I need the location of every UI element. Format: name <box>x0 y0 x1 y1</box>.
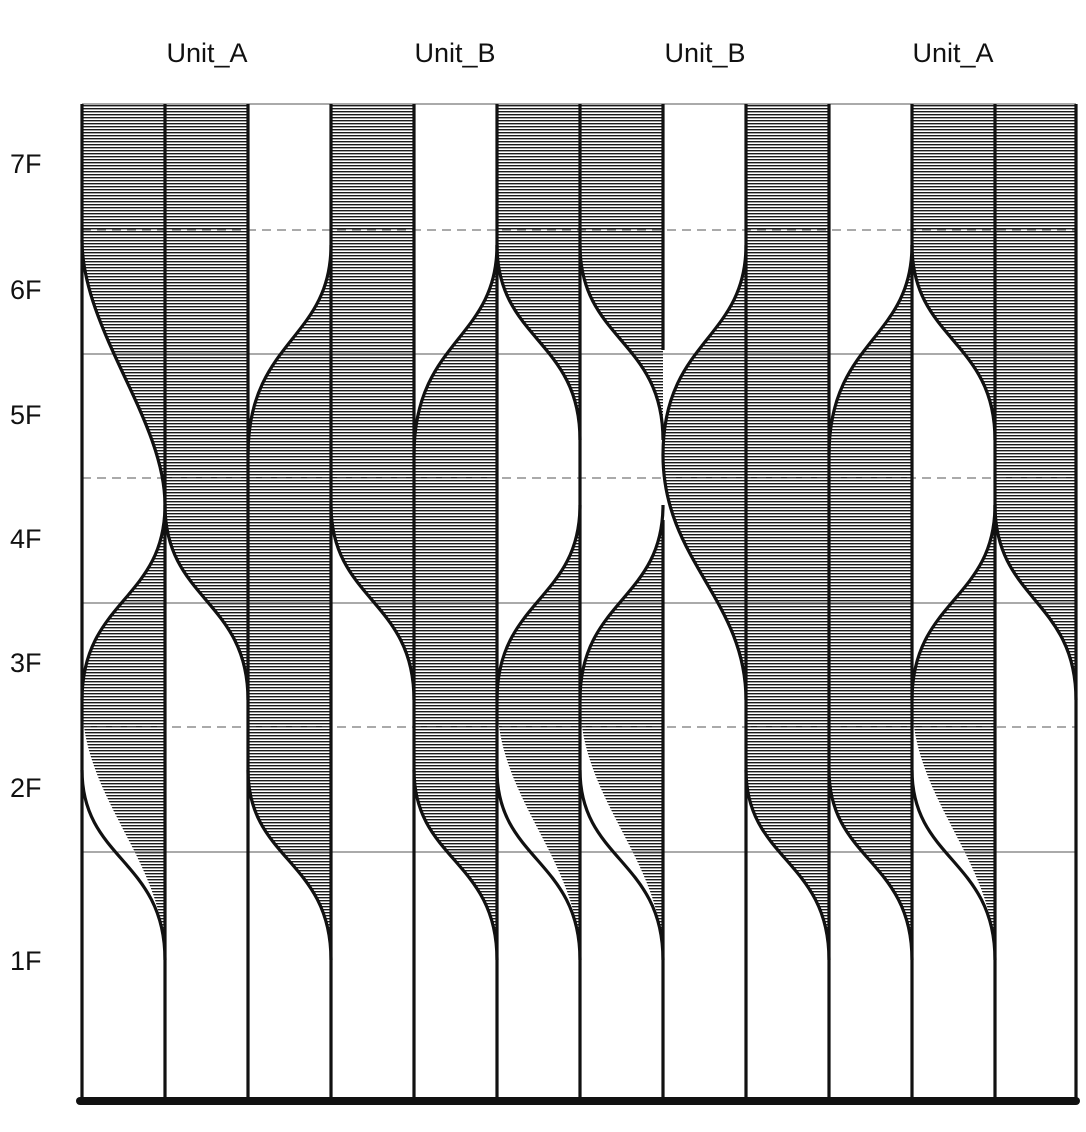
floor-label-3f: 3F <box>10 648 42 678</box>
fill-lane3-top <box>331 104 414 700</box>
curve-lane10-c <box>910 769 997 961</box>
curve-lane0-lens-b <box>80 769 167 961</box>
fill-lane5-top <box>497 104 580 440</box>
curve-lane5-c <box>495 769 582 961</box>
fill-lane10-top <box>912 104 995 440</box>
curve-lane10-b <box>910 504 997 701</box>
unit-label-3: Unit_B <box>664 38 745 68</box>
fill-lane0-lens <box>82 505 165 960</box>
curve-lane7-a <box>661 244 748 456</box>
fill-lane5-low <box>497 505 580 960</box>
fill-lane8-full <box>746 104 829 960</box>
floor-label-6f: 6F <box>10 275 42 305</box>
curve-lane5-b <box>495 504 582 701</box>
curve-lane4-a <box>412 244 499 456</box>
fill-lane1-top <box>165 104 248 700</box>
curve-lane11 <box>993 504 1078 701</box>
floor-label-4f: 4F <box>10 524 42 554</box>
floor-label-1f: 1F <box>10 946 42 976</box>
curve-lane5-a <box>495 244 582 441</box>
unit-label-1: Unit_A <box>166 38 247 68</box>
curve-lane10-a <box>910 244 997 441</box>
fill-lane6-low <box>580 505 663 960</box>
curve-lane6-c <box>578 769 665 961</box>
curve-lane6-b <box>578 504 665 701</box>
floor-label-5f: 5F <box>10 400 42 430</box>
curve-lane3 <box>329 504 416 701</box>
fill-lane6-top <box>580 104 663 440</box>
floor-label-2f: 2F <box>10 773 42 803</box>
fill-lane7-mid <box>663 245 746 700</box>
fill-lane10-low <box>912 505 995 960</box>
curve-lane2-b <box>246 769 333 961</box>
unit-label-2: Unit_B <box>414 38 495 68</box>
floor-label-7f: 7F <box>10 149 42 179</box>
curve-lane2-a <box>246 244 333 456</box>
wall-lines <box>80 104 1078 1101</box>
curve-lane6-a <box>578 244 665 441</box>
curve-lane9-b <box>827 769 914 961</box>
unit-label-4: Unit_A <box>912 38 993 68</box>
fill-lane11-top <box>995 104 1076 700</box>
curve-lane0-lens-a <box>80 504 167 701</box>
curve-lane0-top <box>80 239 167 506</box>
curve-lane1 <box>163 504 250 701</box>
curve-lane4-b <box>412 769 499 961</box>
curve-lane7-b <box>661 454 748 701</box>
curve-lane8 <box>744 769 831 961</box>
fill-lane0-top <box>82 104 165 505</box>
curve-lane9-a <box>827 244 914 456</box>
